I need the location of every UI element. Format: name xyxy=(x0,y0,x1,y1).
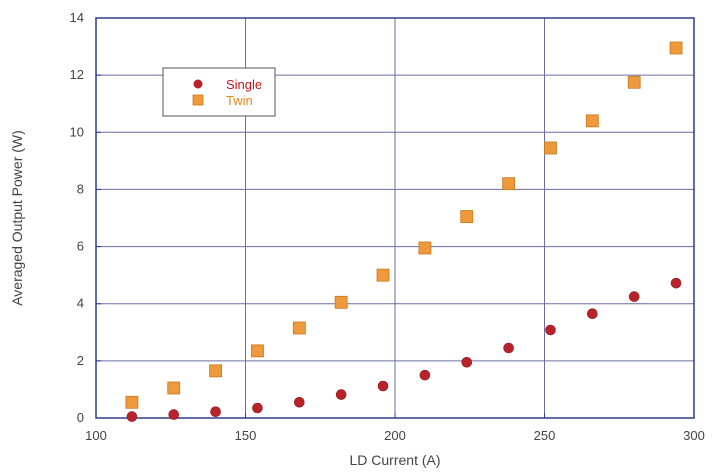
data-point-twin xyxy=(669,41,683,55)
legend-label-twin: Twin xyxy=(226,93,253,108)
y-axis-ticks: 0 2 4 6 8 10 12 14 xyxy=(70,10,101,425)
data-point-twin xyxy=(125,395,139,409)
grid xyxy=(96,18,694,418)
legend: Single Twin xyxy=(162,67,276,117)
data-point-single xyxy=(377,380,389,392)
data-point-twin xyxy=(585,114,599,128)
data-point-single xyxy=(419,369,431,381)
y-tick-label: 10 xyxy=(70,124,84,139)
data-point-single xyxy=(168,409,180,420)
data-point-twin xyxy=(460,210,474,223)
data-point-twin xyxy=(502,177,516,191)
data-points xyxy=(125,41,683,422)
data-point-single xyxy=(126,411,138,422)
data-point-single xyxy=(210,406,221,418)
data-point-twin xyxy=(251,344,264,358)
x-tick-label: 300 xyxy=(683,428,705,443)
data-point-twin xyxy=(544,141,557,155)
data-point-twin xyxy=(627,75,641,89)
data-point-single xyxy=(252,402,263,414)
data-point-twin xyxy=(209,364,223,378)
data-point-single xyxy=(503,342,514,354)
legend-box xyxy=(162,67,276,117)
y-tick-label: 6 xyxy=(77,239,84,254)
y-axis-title: Averaged Output Power (W) xyxy=(9,130,25,306)
data-point-single xyxy=(294,396,305,408)
y-tick-label: 4 xyxy=(77,296,84,311)
x-axis-title: LD Current (A) xyxy=(349,452,440,468)
data-point-single xyxy=(587,308,598,320)
data-point-twin xyxy=(418,241,432,255)
data-point-single xyxy=(461,356,473,368)
x-tick-label: 250 xyxy=(534,428,556,443)
data-point-single xyxy=(545,324,556,336)
legend-label-single: Single xyxy=(226,77,262,92)
x-tick-label: 150 xyxy=(235,428,257,443)
y-tick-label: 2 xyxy=(77,353,84,368)
legend-marker-twin xyxy=(192,94,204,106)
data-point-twin xyxy=(376,268,390,282)
data-point-twin xyxy=(334,295,348,309)
y-tick-label: 8 xyxy=(77,181,84,196)
y-tick-label: 12 xyxy=(70,67,84,82)
y-tick-label: 0 xyxy=(77,410,84,425)
x-axis-ticks: 100 150 200 250 300 xyxy=(85,413,705,443)
data-point-single xyxy=(670,277,682,289)
x-tick-label: 100 xyxy=(85,428,107,443)
data-point-single xyxy=(335,389,347,400)
legend-marker-single xyxy=(193,79,203,89)
data-point-single xyxy=(628,291,640,302)
data-point-twin xyxy=(167,381,181,395)
data-point-twin xyxy=(292,321,306,335)
x-tick-label: 200 xyxy=(384,428,406,443)
y-tick-label: 14 xyxy=(70,10,84,25)
